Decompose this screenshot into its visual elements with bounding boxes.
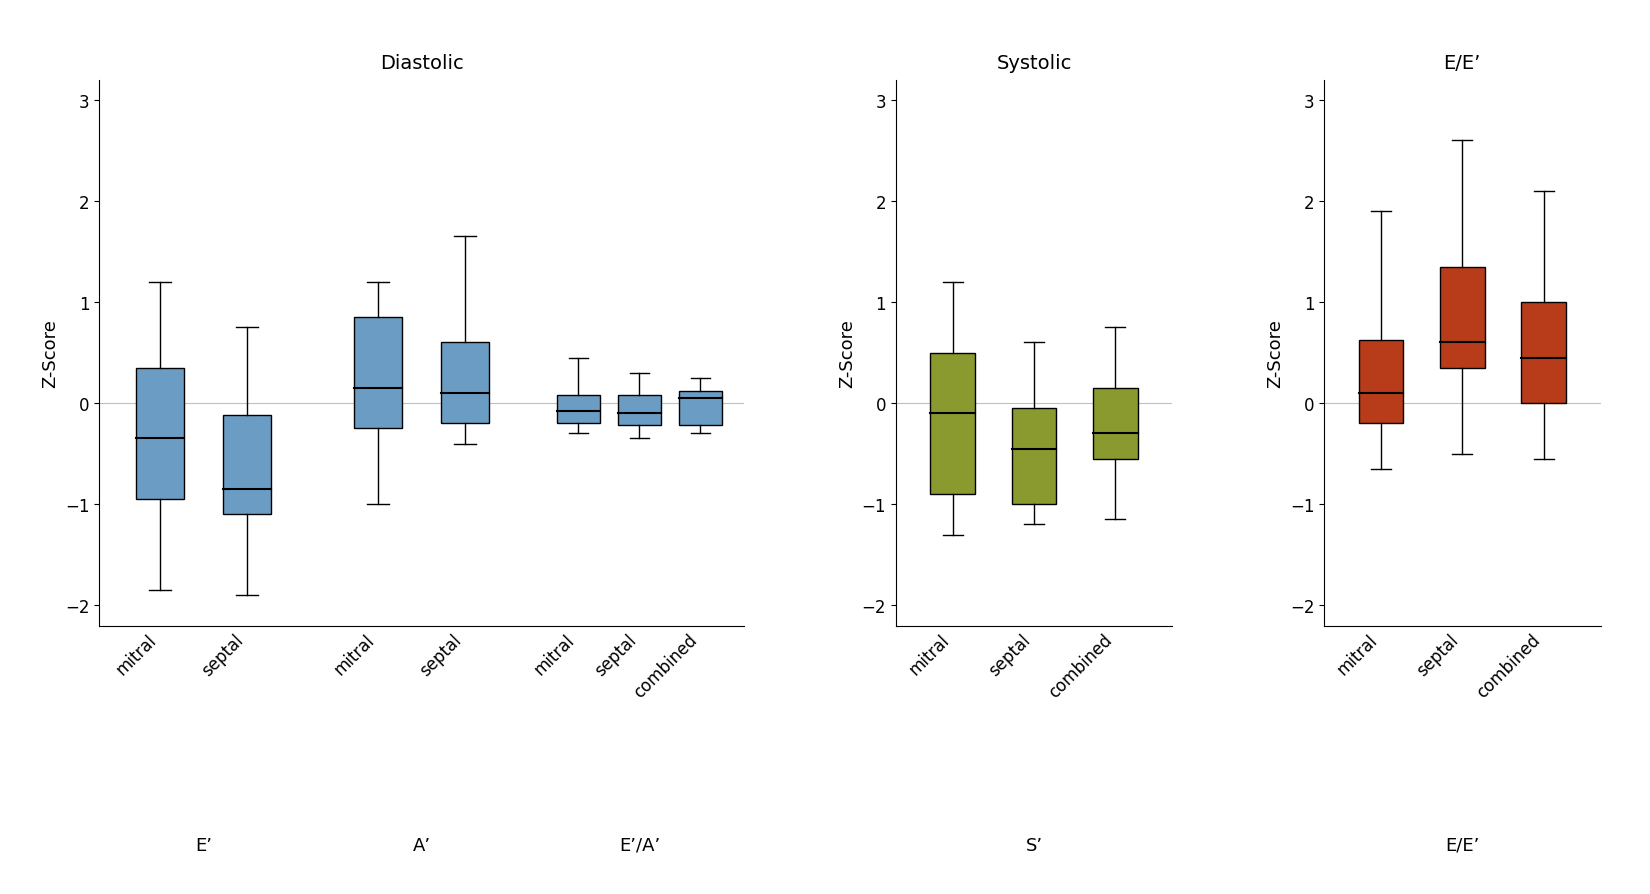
Bar [678,392,723,426]
Bar [1521,303,1566,403]
Y-axis label: Z-Score: Z-Score [1266,319,1284,387]
Bar [355,317,403,429]
Text: E/E’: E/E’ [1445,836,1480,854]
Title: E/E’: E/E’ [1444,55,1482,73]
Text: E’: E’ [195,836,213,854]
Bar [441,343,488,424]
Title: Diastolic: Diastolic [380,55,464,73]
Bar [1440,267,1485,368]
Bar [135,368,185,500]
Title: Systolic: Systolic [997,55,1072,73]
Text: A’: A’ [412,836,431,854]
Text: S’: S’ [1026,836,1043,854]
Bar [617,395,662,426]
Bar [223,416,271,515]
Bar [1011,409,1056,504]
Bar [556,395,601,424]
Y-axis label: Z-Score: Z-Score [41,319,59,387]
Text: E’/A’: E’/A’ [619,836,660,854]
Bar [1092,389,1138,460]
Y-axis label: Z-Score: Z-Score [838,319,856,387]
Bar [1358,341,1402,424]
Bar [931,353,975,494]
